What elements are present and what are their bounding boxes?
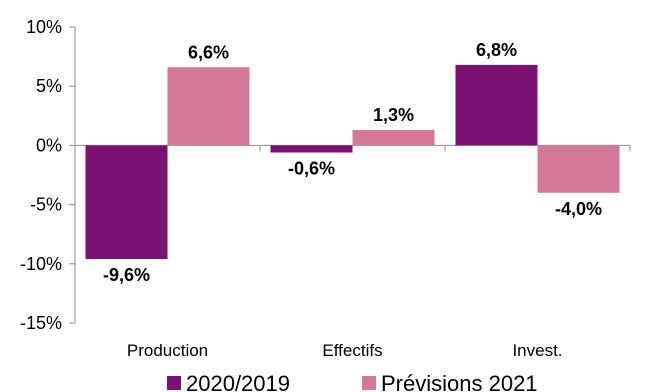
bar-series2 <box>167 67 250 146</box>
data-label: 6,6% <box>188 42 229 62</box>
x-tick-label: Production <box>127 341 208 360</box>
data-label: 1,3% <box>373 105 414 125</box>
bar-series2 <box>537 145 620 193</box>
y-tick-label: -5% <box>30 195 62 215</box>
x-tick-label: Invest. <box>512 341 562 360</box>
bar-series1 <box>270 145 353 153</box>
y-tick-label: -10% <box>20 254 62 274</box>
data-label: 6,8% <box>476 40 517 60</box>
data-label: -4,0% <box>555 199 602 219</box>
y-tick-label: -15% <box>20 313 62 333</box>
bar-series1 <box>455 64 538 146</box>
y-tick-label: 5% <box>36 76 62 96</box>
x-tick-label: Effectifs <box>322 341 382 360</box>
labels-layer: -9,6% 6,6% Production -0,6% 1,3% Effectifs 6,8… <box>103 40 602 360</box>
legend-swatch <box>362 376 376 390</box>
legend-label: 2020/2019 <box>186 371 290 392</box>
legend-label: Prévisions 2021 <box>381 371 538 392</box>
bar-series1 <box>85 145 168 260</box>
bars-layer <box>85 64 620 260</box>
legend: 2020/2019 Prévisions 2021 <box>167 371 538 392</box>
data-label: -0,6% <box>288 159 335 179</box>
y-tick-label: 0% <box>36 135 62 155</box>
data-label: -9,6% <box>103 265 150 285</box>
legend-swatch <box>167 376 181 390</box>
y-tick-label: 10% <box>26 17 62 37</box>
bar-series2 <box>352 130 435 146</box>
